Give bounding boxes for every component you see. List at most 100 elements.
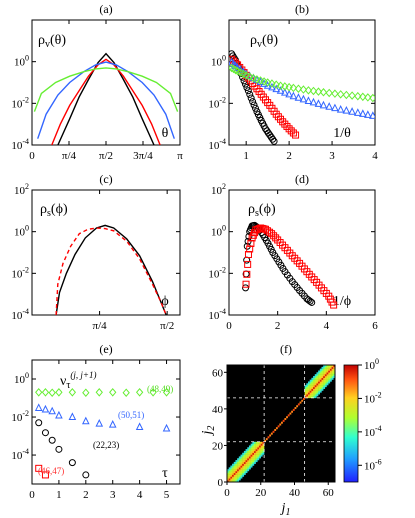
heatmap-cell [250, 449, 253, 452]
heatmap-cell [257, 449, 260, 452]
heatmap-cell [326, 381, 329, 384]
panel-b-point-green [304, 86, 313, 95]
heatmap-cell [248, 460, 251, 463]
heatmap-cell [311, 396, 314, 399]
panel-b-point-green [246, 72, 254, 81]
panel-d-ytick-label: 10-4 [208, 307, 226, 322]
heatmap-cell [324, 372, 327, 375]
heatmap-cell [248, 449, 251, 452]
panel-b-point-green [354, 91, 362, 101]
heatmap-cell [321, 379, 324, 382]
heatmap-cell [247, 456, 250, 459]
panel-d-ytick-label: 102 [211, 182, 226, 197]
heatmap-cell [252, 443, 255, 446]
heatmap-cell [319, 381, 322, 384]
heatmap-cell [311, 381, 314, 384]
heatmap-cell [227, 476, 229, 479]
heatmap-cell [326, 377, 329, 380]
heatmap-cell [230, 474, 233, 477]
panel-c-xtick-label: π/2 [160, 320, 174, 332]
heatmap-cell [232, 463, 234, 466]
panel-d-point-red [330, 301, 338, 309]
heatmap-cell [326, 374, 329, 377]
panel-b-point-green [369, 93, 375, 103]
panel-c-ytick-label: 10-2 [11, 265, 29, 280]
heatmap-cell [262, 445, 265, 448]
heatmap-cell [264, 439, 267, 442]
panel-b-point-blue [281, 87, 289, 96]
panel-f-colorbar: 100 10-2 10-4 10-6 [343, 357, 382, 483]
panel-e-point-green [162, 388, 171, 397]
heatmap-frame [226, 364, 336, 483]
heatmap-cell [243, 450, 246, 453]
heatmap-cell [314, 379, 317, 382]
heatmap-cell [240, 465, 243, 468]
heatmap-cell [254, 454, 256, 457]
panel-b-point-blue [342, 106, 351, 114]
panel-b-point-green [229, 63, 236, 73]
heatmap-cell [324, 368, 327, 371]
heatmap-cell [248, 452, 251, 455]
panel-e-point-red [41, 471, 49, 479]
heatmap-cell [257, 454, 260, 457]
heatmap-cell [313, 383, 315, 386]
panel-e-point-green [109, 388, 117, 397]
panel-e-point-green [82, 388, 90, 397]
heatmap-cell [243, 463, 246, 466]
heatmap-cell [254, 447, 256, 450]
heatmap-cell [238, 458, 241, 461]
heatmap-cell [259, 456, 261, 459]
heatmap-cell [259, 454, 261, 457]
heatmap-cell [301, 399, 304, 402]
panel-a-xtick-label: π [177, 150, 183, 162]
panel-a-xtick-label: π/4 [62, 150, 77, 162]
panel-a-label: (a) [99, 2, 112, 16]
heatmap-cell [314, 375, 317, 378]
panel-b-point-blue [369, 111, 375, 119]
heatmap-cell [254, 458, 256, 461]
panel-d-point-black [308, 298, 316, 306]
heatmap-cell [240, 474, 243, 477]
panel-d-data [242, 221, 338, 309]
heatmap-cell [331, 372, 334, 375]
heatmap-cell [316, 381, 319, 384]
heatmap-cell [311, 390, 314, 393]
panel-b-point-blue [336, 104, 345, 113]
heatmap-cell [237, 478, 240, 481]
heatmap-cell [247, 465, 250, 468]
heatmap-cell [299, 401, 302, 404]
heatmap-cell [245, 467, 248, 470]
heatmap-cell [237, 461, 240, 464]
heatmap-cell [240, 456, 243, 459]
heatmap-cell [248, 456, 251, 459]
heatmap-cell [328, 374, 331, 377]
panel-b-axes: (b) ρv(θ) 1/θ [228, 2, 376, 146]
heatmap-cell [329, 366, 332, 369]
panel-e-point-green [95, 388, 103, 397]
heatmap-cell [321, 381, 324, 384]
panel-d-point-red [268, 230, 276, 238]
panel-f-ytick-label: 0 [218, 477, 224, 489]
heatmap-cell [257, 447, 260, 450]
heatmap-cell [238, 461, 241, 464]
heatmap-cell [328, 381, 331, 384]
heatmap-cell [232, 471, 234, 474]
heatmap-cell [309, 379, 312, 382]
heatmap-cell [326, 383, 329, 386]
heatmap-cell [233, 465, 236, 468]
panel-b-point-black [244, 87, 252, 95]
panel-e-point-black [68, 459, 76, 467]
heatmap-cell [319, 374, 322, 377]
heatmap-cell [238, 465, 241, 468]
panel-b-point-blue [294, 93, 303, 101]
panel-e-point-green [122, 388, 130, 397]
heatmap-cell [316, 390, 319, 393]
colorbar-tick-label: 10-6 [364, 457, 382, 472]
heatmap-cell [254, 443, 256, 446]
heatmap-cell [324, 370, 327, 373]
panel-e-xtick-label: 5 [164, 489, 170, 501]
heatmap-cell [238, 460, 241, 463]
heatmap-cell [321, 388, 324, 391]
heatmap-cell [309, 388, 312, 391]
heatmap-cell [235, 467, 238, 470]
